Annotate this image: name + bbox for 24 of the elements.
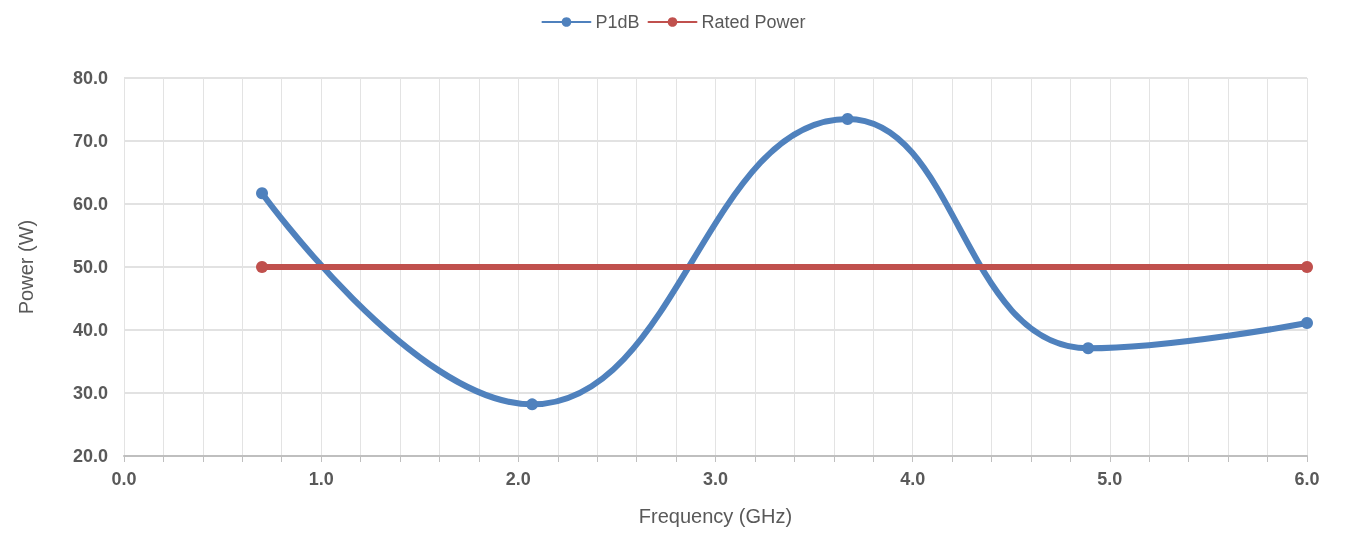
x-tick-label: 1.0	[308, 469, 334, 489]
point	[256, 187, 269, 200]
y-tick-label: 30.0	[72, 383, 108, 403]
y-tick-label: 60.0	[72, 194, 108, 214]
point	[1301, 261, 1313, 273]
x-tick-label: 5.0	[1097, 469, 1123, 489]
x-tick-label: 6.0	[1294, 469, 1320, 489]
y-tick-label: 20.0	[72, 446, 108, 466]
y-tick-label: 50.0	[72, 257, 108, 277]
x-tick-label: 4.0	[900, 469, 926, 489]
point	[526, 398, 539, 411]
y-tick-label: 40.0	[72, 320, 108, 340]
x-axis-title: Frequency (GHz)	[638, 505, 793, 527]
x-tick-label: 3.0	[702, 469, 729, 489]
x-tick-label: 2.0	[505, 469, 531, 489]
legend-label: Rated Power	[701, 12, 806, 32]
y-axis-title: Power (W)	[15, 219, 37, 315]
x-tick-label: 0.0	[111, 469, 137, 489]
y-tick-label: 70.0	[72, 131, 108, 151]
point	[841, 112, 854, 125]
legend-label: P1dB	[595, 12, 640, 32]
point	[1082, 342, 1095, 355]
y-tick-label: 80.0	[72, 68, 108, 88]
point	[1301, 317, 1313, 330]
